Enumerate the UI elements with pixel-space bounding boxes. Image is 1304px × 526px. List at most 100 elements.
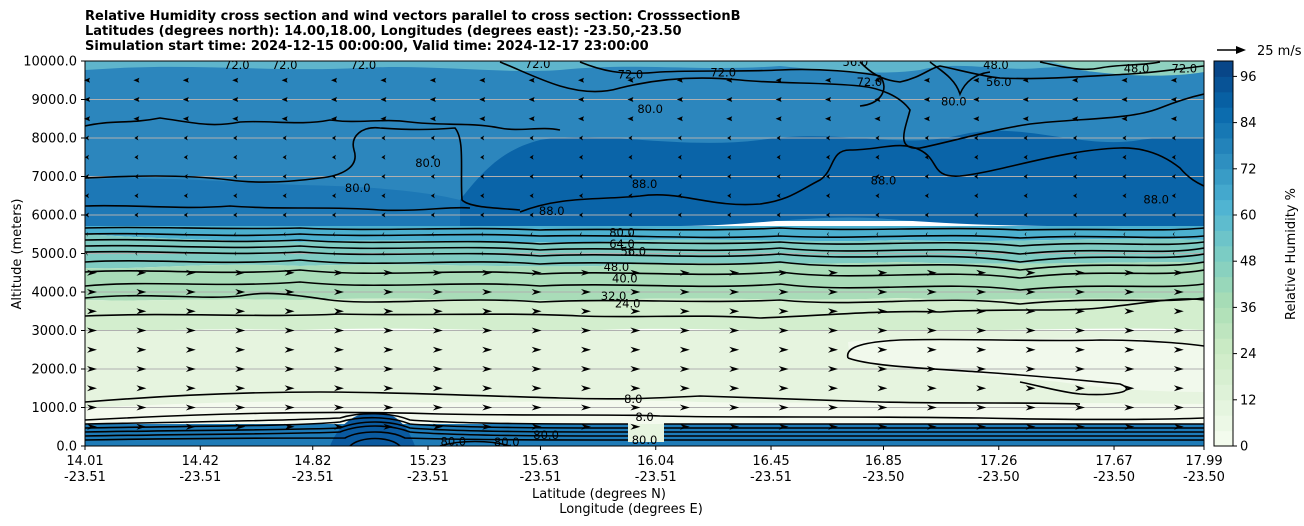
wind-arrow	[825, 116, 831, 122]
wind-arrow	[828, 423, 838, 430]
wind-arrow	[579, 154, 583, 160]
contour-label: 80.0	[941, 94, 967, 108]
wind-arrow	[776, 174, 781, 179]
wind-arrow	[676, 97, 683, 102]
wind-arrow	[182, 77, 189, 83]
colorbar-step	[1214, 215, 1233, 231]
rh-contour-lines	[85, 61, 1204, 446]
wind-arrow	[331, 116, 337, 122]
wind-arrow	[382, 251, 385, 256]
wind-arrow	[729, 269, 740, 276]
wind-arrow	[284, 404, 295, 411]
wind-arrow	[828, 269, 838, 276]
wind-arrow	[380, 116, 387, 122]
wind-arrow	[136, 269, 147, 276]
wind-arrow	[976, 404, 987, 411]
wind-arrow	[232, 77, 239, 83]
wind-arrow	[432, 327, 443, 334]
wind-arrow	[923, 97, 930, 102]
wind-arrow	[233, 212, 238, 218]
colorbar	[1214, 61, 1233, 447]
y-tick-label: 6000.0	[32, 209, 78, 224]
wind-arrow	[579, 212, 583, 218]
wind-arrow	[1072, 97, 1078, 102]
wind-arrow	[382, 231, 385, 237]
wind-arrow	[185, 423, 196, 430]
x-tick-label-lat: 14.82	[294, 454, 331, 469]
wind-arrow	[531, 346, 542, 353]
wind-arrow	[1074, 231, 1076, 237]
contour-label: 8.0	[635, 410, 653, 424]
rh-band-moist-left	[85, 178, 460, 226]
wind-arrow	[1171, 193, 1176, 199]
wind-arrow	[1124, 346, 1135, 353]
contour-label: 80.0	[345, 181, 371, 195]
wind-arrow	[84, 77, 90, 83]
wind-arrow	[976, 327, 987, 334]
rh-band-gap	[628, 424, 664, 442]
contour-label: 80.0	[441, 434, 467, 448]
wind-arrow	[926, 327, 937, 334]
wind-arrow	[1124, 289, 1135, 295]
wind-arrow	[1075, 327, 1085, 334]
wind-arrow	[1123, 251, 1126, 256]
wind-arrow	[729, 385, 740, 392]
wind-arrow	[1122, 174, 1127, 179]
wind-arrow	[630, 308, 641, 315]
wind-arrow	[232, 97, 239, 102]
wind-arrow	[1173, 366, 1184, 372]
wind-arrow	[482, 289, 493, 295]
wind-arrow	[726, 116, 733, 122]
wind-arrow	[776, 212, 781, 218]
wind-arrow	[383, 366, 394, 372]
wind-arrow	[133, 116, 140, 122]
wind-arrow	[284, 308, 295, 315]
wind-arrow	[528, 77, 535, 83]
wind-arrow	[678, 231, 681, 237]
wind-arrow	[581, 289, 591, 295]
wind-arrow	[974, 174, 979, 179]
wind-arrow	[381, 174, 386, 179]
wind-arrow	[924, 154, 929, 160]
wind-arrow	[875, 135, 880, 141]
y-tick-label: 0.0	[56, 440, 77, 455]
wind-arrow	[729, 327, 740, 334]
contour-label: 80.0	[637, 102, 663, 116]
wind-arrow	[135, 251, 138, 256]
colorbar-step	[1214, 292, 1233, 308]
contour-label: 56.0	[620, 245, 646, 259]
x-tick-label-lat: 16.04	[637, 454, 674, 469]
wind-arrow	[284, 366, 295, 372]
wind-arrow	[1122, 154, 1127, 160]
contour-label: 88.0	[539, 204, 565, 218]
wind-arrow	[136, 289, 147, 295]
wind-arrow	[627, 77, 634, 83]
wind-arrow	[334, 327, 344, 334]
wind-arrow	[578, 77, 584, 83]
colorbar-tick-label: 12	[1240, 393, 1257, 408]
wind-arrow	[828, 308, 838, 315]
wind-arrow	[975, 231, 978, 237]
contour-label: 72.0	[351, 58, 377, 72]
wind-arrow	[778, 404, 789, 411]
wind-arrow	[1075, 423, 1085, 430]
colorbar-step	[1214, 230, 1233, 247]
wind-arrow	[775, 97, 782, 102]
wind-arrow	[1025, 327, 1036, 334]
contour-label: 56.0	[843, 55, 869, 69]
wind-arrow	[875, 154, 880, 160]
contour-label: 80.0	[415, 156, 441, 170]
wind-arrow	[282, 174, 287, 179]
contour-label: 48.0	[1124, 62, 1150, 76]
wind-arrow	[235, 404, 246, 411]
colorbar-frame	[1213, 60, 1234, 447]
colorbar-step	[1214, 399, 1233, 416]
wind-arrow	[678, 251, 681, 256]
rh-band-moderate	[85, 262, 1204, 301]
wind-arrow	[282, 154, 287, 160]
wind-arrow	[926, 346, 937, 353]
y-tick-label: 8000.0	[32, 132, 78, 147]
x-tick-label-lat: 16.85	[865, 454, 902, 469]
wind-arrow	[185, 308, 196, 315]
wind-arrow	[578, 97, 584, 102]
